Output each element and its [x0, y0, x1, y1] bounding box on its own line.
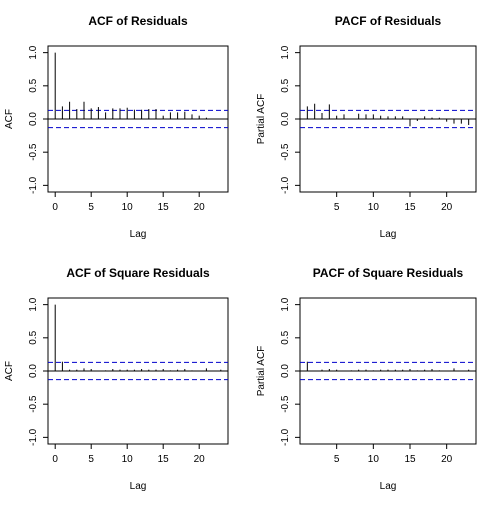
y-tick-label: 1.0	[280, 45, 291, 59]
x-axis-label: Lag	[380, 229, 397, 240]
y-tick-label: 0.0	[280, 112, 291, 126]
x-tick-label: 15	[158, 202, 170, 213]
y-tick-label: -1.0	[28, 176, 39, 194]
y-axis-label: ACF	[4, 361, 15, 381]
panel-4: PACF of Square Residuals 5 10 15 20 -1.0 -0.5 0…	[256, 266, 477, 492]
y-tick-label: 0.5	[280, 330, 291, 344]
y-axis-label: Partial ACF	[256, 94, 267, 145]
y-axis-label: ACF	[4, 109, 15, 129]
x-tick-label: 20	[441, 454, 453, 465]
panel-title: ACF of Square Residuals	[66, 266, 210, 280]
x-tick-label: 5	[334, 454, 340, 465]
y-tick-label: -0.5	[280, 395, 291, 413]
panel-title: ACF of Residuals	[88, 14, 188, 28]
y-tick-label: 0.0	[28, 112, 39, 126]
y-tick-label: 1.0	[280, 297, 291, 311]
y-tick-label: 1.0	[28, 297, 39, 311]
x-tick-label: 10	[122, 454, 134, 465]
x-tick-label: 0	[52, 202, 58, 213]
panel-2: PACF of Residuals 5 10 15 20 -1.0 -0.5 0.0 0.5 1.…	[256, 14, 477, 240]
x-tick-label: 10	[368, 202, 380, 213]
y-tick-label: 0.5	[28, 330, 39, 344]
y-axis-label: Partial ACF	[256, 346, 267, 397]
x-axis-label: Lag	[380, 481, 397, 492]
x-tick-label: 10	[122, 202, 134, 213]
y-tick-label: -0.5	[280, 143, 291, 161]
x-tick-label: 0	[52, 454, 58, 465]
y-tick-label: -1.0	[280, 428, 291, 446]
x-tick-label: 20	[194, 202, 206, 213]
x-tick-label: 20	[441, 202, 453, 213]
panel-title: PACF of Residuals	[335, 14, 442, 28]
y-tick-label: -1.0	[280, 176, 291, 194]
x-tick-label: 15	[158, 454, 170, 465]
x-tick-label: 20	[194, 454, 206, 465]
y-tick-label: 0.0	[28, 364, 39, 378]
y-tick-label: 0.5	[280, 78, 291, 92]
panel-3: ACF of Square Residuals 0 5 10 15 20 -1.0 -0.5 0…	[4, 266, 229, 492]
x-axis-label: Lag	[130, 481, 147, 492]
panel-1: ACF of Residuals 0 5 10 15 20 -1.0 -0.5 0.0 0.5 1.…	[4, 14, 229, 240]
y-tick-label: 0.0	[280, 364, 291, 378]
x-tick-label: 15	[404, 454, 416, 465]
y-tick-label: -0.5	[28, 395, 39, 413]
x-axis-label: Lag	[130, 229, 147, 240]
panel-title: PACF of Square Residuals	[313, 266, 464, 280]
x-tick-label: 5	[334, 202, 340, 213]
y-tick-label: 1.0	[28, 45, 39, 59]
y-tick-label: -1.0	[28, 428, 39, 446]
x-tick-label: 10	[368, 454, 380, 465]
x-tick-label: 15	[404, 202, 416, 213]
y-tick-label: -0.5	[28, 143, 39, 161]
x-tick-label: 5	[88, 202, 94, 213]
y-tick-label: 0.5	[28, 78, 39, 92]
x-tick-label: 5	[88, 454, 94, 465]
